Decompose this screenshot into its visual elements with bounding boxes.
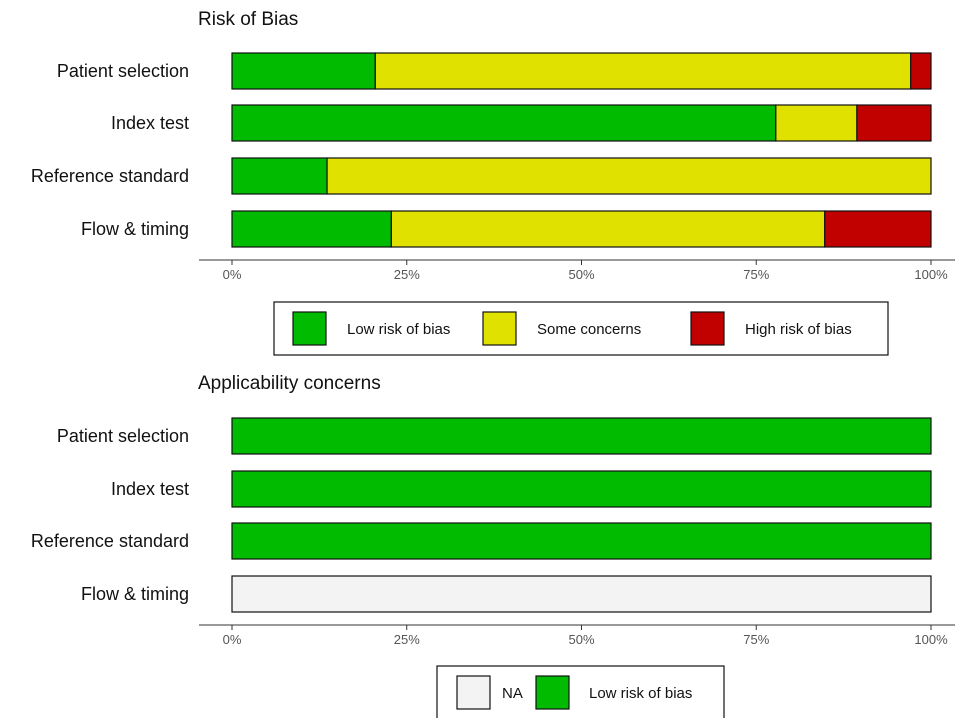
bar-segment-low xyxy=(231,210,392,248)
legend-label: High risk of bias xyxy=(745,321,852,338)
bar-segment-high xyxy=(910,52,932,90)
legend-swatch-low xyxy=(535,675,570,710)
risk-of-bias-panel: Risk of Bias Patient selection Index test R… xyxy=(31,9,955,356)
x-tick-label: 75% xyxy=(743,267,769,282)
legend-label: Low risk of bias xyxy=(589,685,692,702)
bar-segment-low xyxy=(231,52,376,90)
x-tick-label: 50% xyxy=(568,267,594,282)
x-tick-label: 50% xyxy=(568,632,594,647)
bar-segment-some xyxy=(326,157,932,195)
legend-box xyxy=(273,301,889,356)
bar-segment-na xyxy=(231,575,932,613)
legend-swatch-some xyxy=(482,311,517,346)
x-tick-label: 100% xyxy=(914,632,948,647)
x-tick-label: 0% xyxy=(223,267,242,282)
category-label: Patient selection xyxy=(57,426,189,446)
bar-segment-low xyxy=(231,157,328,195)
category-label: Reference standard xyxy=(31,531,189,551)
x-tick-label: 25% xyxy=(394,632,420,647)
legend-swatch-low xyxy=(292,311,327,346)
x-tick-label: 100% xyxy=(914,267,948,282)
x-tick-label: 75% xyxy=(743,632,769,647)
category-label: Index test xyxy=(111,113,189,133)
bar-segment-some xyxy=(374,52,912,90)
bar-segment-low xyxy=(231,417,932,455)
legend-label: Low risk of bias xyxy=(347,321,450,338)
panel-title: Applicability concerns xyxy=(198,373,381,394)
applicability-panel: Applicability concerns Patient selection I… xyxy=(31,373,955,718)
category-label: Flow & timing xyxy=(81,219,189,239)
legend: Low risk of bias Some concerns High risk o… xyxy=(273,301,889,356)
x-tick-label: 25% xyxy=(394,267,420,282)
bar-segment-high xyxy=(856,104,932,142)
panel-title: Risk of Bias xyxy=(198,9,298,30)
legend-swatch-high xyxy=(690,311,725,346)
bar-segment-some xyxy=(775,104,858,142)
bar-segment-some xyxy=(390,210,826,248)
bar-segment-low xyxy=(231,470,932,508)
legend-label: NA xyxy=(502,685,523,702)
category-label: Reference standard xyxy=(31,166,189,186)
category-label: Index test xyxy=(111,479,189,499)
legend: NA Low risk of bias xyxy=(436,665,725,718)
legend-label: Some concerns xyxy=(537,321,641,338)
category-label: Patient selection xyxy=(57,61,189,81)
x-tick-label: 0% xyxy=(223,632,242,647)
bar-segment-high xyxy=(824,210,932,248)
bar-segment-low xyxy=(231,104,777,142)
bar-segment-low xyxy=(231,522,932,560)
category-label: Flow & timing xyxy=(81,584,189,604)
legend-swatch-na xyxy=(456,675,491,710)
